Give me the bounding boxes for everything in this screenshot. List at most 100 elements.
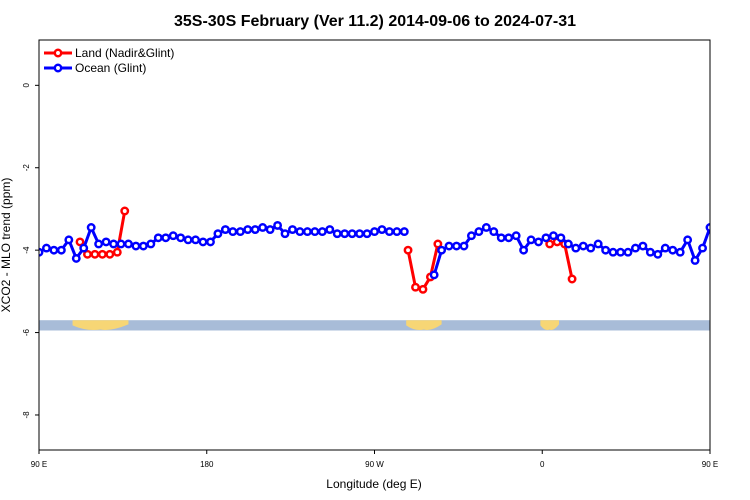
land-mask-patch (72, 320, 129, 330)
data-point (567, 274, 577, 284)
data-point (675, 247, 685, 257)
data-point (411, 282, 420, 292)
data-point (608, 247, 618, 257)
data-point (75, 237, 85, 247)
data-point (384, 227, 394, 237)
data-point (228, 227, 238, 237)
data-point (124, 239, 133, 249)
data-point (332, 229, 342, 239)
data-point (377, 225, 387, 234)
data-point (183, 235, 193, 245)
legend-swatch-marker (53, 48, 63, 58)
legend: Land (Nadir&Glint)Ocean (Glint) (44, 46, 174, 75)
data-point (545, 239, 555, 249)
data-point (729, 241, 735, 247)
data-point (459, 241, 469, 251)
y-tick-label: -2 (22, 164, 31, 172)
data-point (418, 284, 428, 294)
data-point (683, 235, 693, 245)
data-point (496, 233, 506, 243)
data-point (56, 245, 66, 255)
data-point (176, 233, 186, 243)
data-point (548, 231, 558, 241)
data-point (120, 206, 130, 216)
data-point (138, 241, 148, 251)
data-point (101, 237, 111, 247)
data-point (586, 243, 596, 253)
data-point (355, 229, 365, 239)
data-point (690, 256, 700, 265)
data-point (198, 237, 208, 247)
data-point (392, 227, 402, 237)
data-point (403, 245, 413, 255)
data-point (146, 239, 156, 249)
data-point (213, 229, 223, 239)
data-point (49, 245, 59, 255)
data-point (593, 239, 603, 249)
data-point (578, 241, 588, 251)
data-point (258, 223, 268, 232)
data-point (474, 227, 484, 237)
data-point (340, 229, 350, 239)
data-point (131, 241, 141, 251)
legend-swatch-marker (53, 63, 63, 73)
y-tick-label: -6 (22, 328, 31, 336)
data-point (623, 247, 633, 257)
data-point (94, 239, 104, 249)
data-point (399, 227, 409, 237)
data-point (616, 247, 625, 257)
data-point (168, 231, 178, 241)
data-point (433, 239, 443, 249)
data-point (511, 231, 521, 241)
x-tick-label: 0 (540, 460, 545, 469)
legend-label: Ocean (Glint) (75, 61, 146, 75)
data-point (645, 247, 655, 257)
data-point (630, 243, 640, 253)
data-point (571, 243, 581, 253)
data-point (105, 249, 115, 259)
data-point (280, 229, 290, 239)
y-tick-label: -8 (22, 411, 31, 419)
series-line (406, 243, 440, 291)
data-point (302, 227, 312, 237)
data-point (452, 241, 461, 251)
data-point (265, 225, 275, 234)
data-point (737, 241, 743, 247)
data-point (112, 247, 122, 257)
data-point (541, 233, 551, 243)
y-tick-label: -4 (22, 246, 31, 254)
y-axis-label: XCO2 - MLO trend (ppm) (0, 178, 13, 313)
data-point (714, 241, 720, 247)
data-point (220, 225, 230, 234)
data-point (526, 235, 536, 245)
data-point (250, 225, 260, 234)
data-point (64, 235, 74, 245)
data-point (79, 243, 89, 253)
land-mask-band (39, 320, 710, 331)
data-point (71, 253, 81, 263)
land-mask-patch (540, 320, 560, 330)
data-point (653, 249, 663, 259)
x-tick-label: 180 (200, 460, 214, 469)
data-point (288, 225, 297, 234)
data-point (206, 237, 215, 247)
legend-label: Land (Nadir&Glint) (75, 46, 174, 60)
data-point (243, 225, 253, 234)
x-tick-label: 90 E (31, 460, 47, 469)
data-point (310, 227, 320, 237)
data-point (116, 239, 126, 249)
land-mask-patch (406, 320, 442, 330)
data-point (295, 227, 305, 237)
y-tick-label: 0 (22, 83, 31, 88)
data-point (698, 243, 707, 253)
x-axis: 90 E 180 90 W 0 90 E (31, 450, 718, 469)
data-point (638, 241, 648, 251)
data-point (235, 227, 245, 237)
data-point (362, 229, 372, 239)
data-point (317, 227, 327, 237)
data-point (97, 249, 107, 259)
x-axis-label: Longitude (deg E) (326, 477, 421, 491)
x-tick-label: 90 E (702, 460, 718, 469)
